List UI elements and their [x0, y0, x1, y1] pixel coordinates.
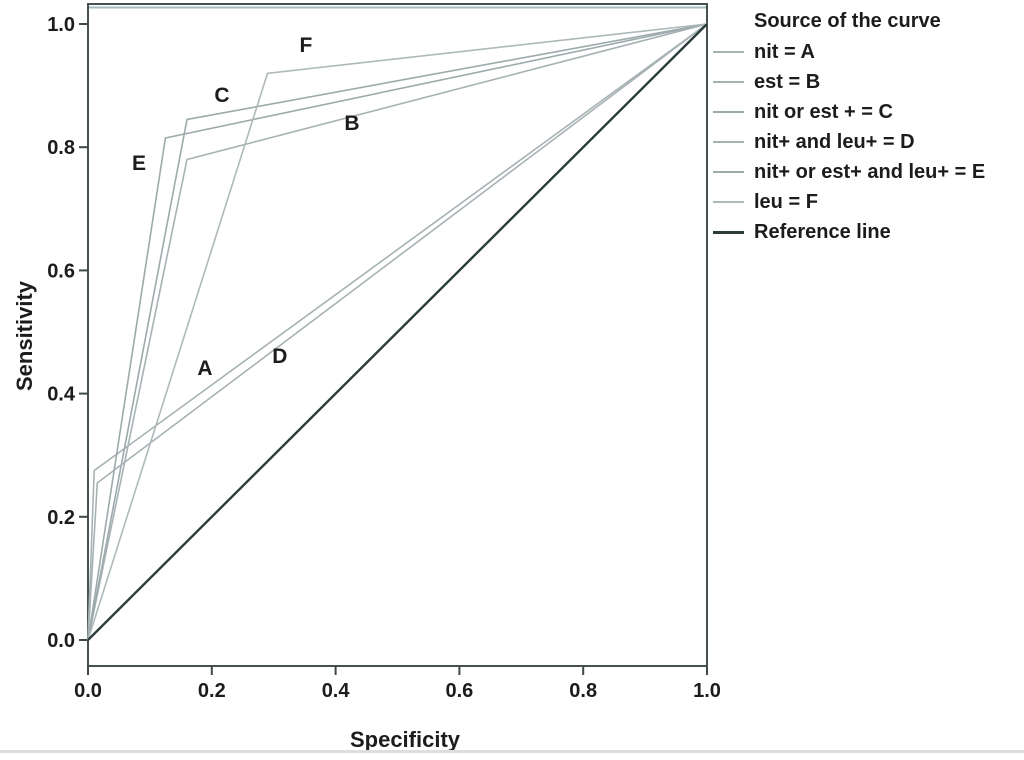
legend-title: Source of the curve — [754, 10, 941, 32]
x-tick-label: 0.4 — [322, 680, 351, 702]
legend-items: nit = A est = B nit or est + = C nit+ and l… — [713, 37, 1024, 247]
curve-B — [87, 23, 708, 641]
x-tick-label: 0.2 — [198, 680, 226, 702]
x-tick-label: 1.0 — [693, 680, 721, 702]
legend-item-label: nit+ and leu+ = D — [754, 130, 915, 153]
legend-item: est = B — [713, 67, 1024, 97]
legend-item-label: nit or est + = C — [754, 100, 893, 123]
legend-swatch-line — [713, 230, 744, 234]
curve-E — [87, 23, 708, 641]
image-edge-artifact — [0, 750, 1024, 753]
legend-swatch-line — [713, 141, 744, 143]
legend-swatch-line — [713, 81, 744, 83]
y-axis-title: Sensitivity — [12, 280, 37, 391]
roc-curves — [87, 23, 708, 641]
y-tick-label: 0.0 — [47, 630, 75, 652]
x-axis-title: Specificity — [350, 727, 461, 752]
legend-item: nit+ and leu+ = D — [713, 127, 1024, 157]
axis-ticks: 0.0 0.2 0.4 0.6 0.8 1.0 0.0 0.2 0.4 0.6 0.8 1.0 — [47, 14, 721, 702]
legend-item: nit or est + = C — [713, 97, 1024, 127]
legend-swatch-line — [713, 111, 744, 113]
curve-label-F: F — [299, 34, 312, 57]
y-tick-label: 1.0 — [47, 14, 75, 36]
curve-label-C: C — [214, 84, 229, 107]
y-tick-label: 0.8 — [47, 137, 75, 159]
curve-reference — [87, 23, 708, 641]
legend-swatch-line — [713, 201, 744, 203]
curve-D — [87, 23, 708, 641]
legend-item: leu = F — [713, 187, 1024, 217]
x-tick-label: 0.6 — [445, 680, 473, 702]
curve-F — [87, 23, 708, 641]
legend-swatch-line — [713, 51, 744, 53]
legend-item: nit = A — [713, 37, 1024, 67]
legend-swatch-line — [713, 171, 744, 173]
curve-label-A: A — [197, 357, 212, 380]
chart-legend: Source of the curve nit = A est = B nit or… — [713, 6, 1024, 247]
legend-item-label: Reference line — [754, 220, 891, 243]
plot-frame — [87, 3, 708, 667]
x-tick-label: 0.8 — [569, 680, 597, 702]
curve-C — [87, 23, 708, 641]
curve-A — [87, 23, 708, 641]
y-tick-label: 0.4 — [47, 384, 76, 406]
legend-item-label: leu = F — [754, 190, 818, 213]
legend-item-label: nit = A — [754, 40, 815, 63]
curve-letter-labels: A B C D E F — [132, 34, 360, 380]
legend-item: nit+ or est+ and leu+ = E — [713, 157, 1024, 187]
x-tick-label: 0.0 — [74, 680, 102, 702]
y-tick-label: 0.2 — [47, 507, 75, 529]
legend-item-label: est = B — [754, 70, 821, 93]
legend-item-label: nit+ or est+ and leu+ = E — [754, 160, 986, 183]
y-tick-label: 0.6 — [47, 260, 75, 282]
curve-label-B: B — [344, 112, 359, 135]
curve-label-D: D — [272, 345, 287, 368]
curve-label-E: E — [132, 152, 146, 175]
legend-item: Reference line — [713, 217, 1024, 247]
